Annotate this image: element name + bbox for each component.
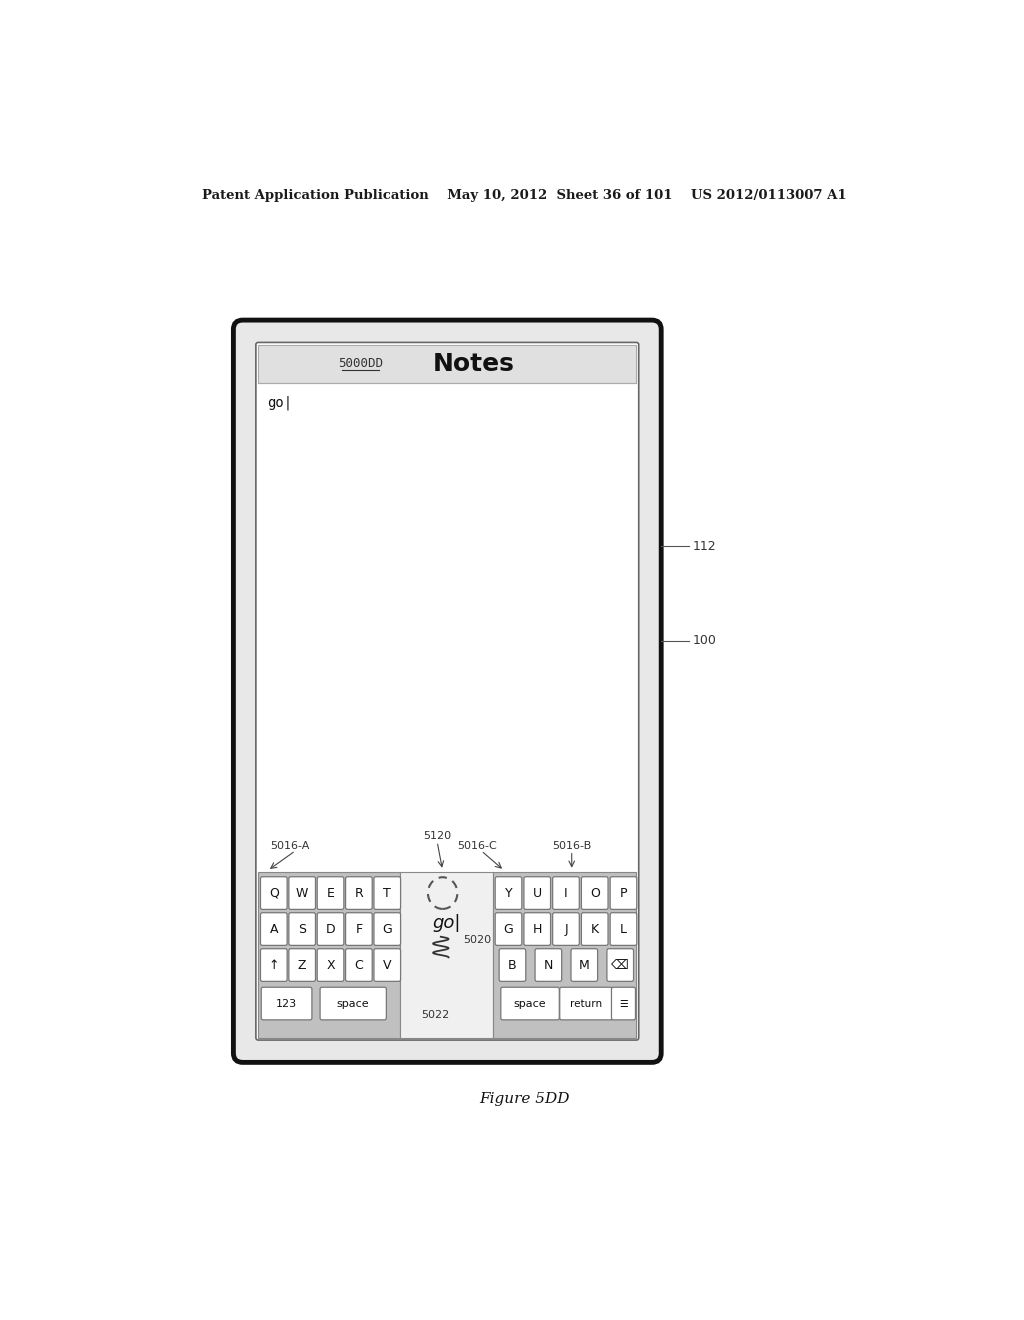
- Text: 5016-A: 5016-A: [269, 841, 309, 850]
- Text: T: T: [383, 887, 391, 899]
- Text: M: M: [579, 958, 590, 972]
- Text: E: E: [327, 887, 335, 899]
- Text: 5000DD: 5000DD: [338, 358, 383, 371]
- Text: V: V: [383, 958, 391, 972]
- FancyBboxPatch shape: [560, 987, 612, 1020]
- Text: Figure 5DD: Figure 5DD: [479, 1093, 570, 1106]
- Text: K: K: [591, 923, 599, 936]
- FancyBboxPatch shape: [233, 321, 662, 1063]
- Text: S: S: [298, 923, 306, 936]
- Bar: [493, 873, 636, 1038]
- FancyBboxPatch shape: [345, 949, 372, 981]
- Text: space: space: [337, 998, 370, 1008]
- Text: ↑: ↑: [268, 958, 280, 972]
- Text: A: A: [269, 923, 279, 936]
- FancyBboxPatch shape: [553, 876, 580, 909]
- FancyBboxPatch shape: [289, 912, 315, 945]
- FancyBboxPatch shape: [610, 912, 637, 945]
- FancyBboxPatch shape: [317, 949, 344, 981]
- Text: Y: Y: [505, 887, 512, 899]
- Text: W: W: [296, 887, 308, 899]
- Text: N: N: [544, 958, 553, 972]
- Text: ⌫: ⌫: [611, 958, 629, 972]
- Text: X: X: [327, 958, 335, 972]
- FancyBboxPatch shape: [501, 987, 559, 1020]
- Text: G: G: [382, 923, 392, 936]
- FancyBboxPatch shape: [607, 949, 634, 981]
- FancyBboxPatch shape: [345, 876, 372, 909]
- FancyBboxPatch shape: [499, 949, 525, 981]
- Text: 100: 100: [692, 634, 716, 647]
- FancyBboxPatch shape: [260, 949, 287, 981]
- Text: 5022: 5022: [421, 1010, 450, 1020]
- Text: Patent Application Publication    May 10, 2012  Sheet 36 of 101    US 2012/01130: Patent Application Publication May 10, 2…: [203, 189, 847, 202]
- FancyBboxPatch shape: [289, 949, 315, 981]
- Bar: [400, 873, 493, 1038]
- Text: B: B: [508, 958, 517, 972]
- Text: 5020: 5020: [464, 935, 492, 945]
- FancyBboxPatch shape: [321, 987, 386, 1020]
- Text: L: L: [620, 923, 627, 936]
- Bar: [258, 345, 636, 383]
- FancyBboxPatch shape: [582, 876, 608, 909]
- Text: return: return: [570, 998, 602, 1008]
- Text: H: H: [532, 923, 542, 936]
- Text: C: C: [354, 958, 364, 972]
- FancyBboxPatch shape: [536, 949, 562, 981]
- FancyBboxPatch shape: [524, 912, 551, 945]
- Text: G: G: [504, 923, 513, 936]
- Bar: [258, 873, 400, 1038]
- FancyBboxPatch shape: [496, 912, 522, 945]
- Text: Q: Q: [269, 887, 279, 899]
- FancyBboxPatch shape: [256, 342, 639, 1040]
- Text: 123: 123: [276, 998, 297, 1008]
- Text: R: R: [354, 887, 364, 899]
- Text: U: U: [532, 887, 542, 899]
- FancyBboxPatch shape: [260, 876, 287, 909]
- FancyBboxPatch shape: [571, 949, 598, 981]
- FancyBboxPatch shape: [611, 987, 636, 1020]
- Text: I: I: [564, 887, 567, 899]
- Text: 5120: 5120: [423, 832, 452, 841]
- Text: P: P: [620, 887, 628, 899]
- FancyBboxPatch shape: [345, 912, 372, 945]
- FancyBboxPatch shape: [289, 876, 315, 909]
- FancyBboxPatch shape: [374, 876, 400, 909]
- Text: go|: go|: [432, 913, 461, 932]
- Text: Z: Z: [298, 958, 306, 972]
- FancyBboxPatch shape: [374, 912, 400, 945]
- Text: D: D: [326, 923, 335, 936]
- FancyBboxPatch shape: [374, 949, 400, 981]
- FancyBboxPatch shape: [553, 912, 580, 945]
- FancyBboxPatch shape: [317, 876, 344, 909]
- Text: 5016-B: 5016-B: [552, 841, 591, 850]
- FancyBboxPatch shape: [261, 987, 312, 1020]
- Text: O: O: [590, 887, 600, 899]
- FancyBboxPatch shape: [260, 912, 287, 945]
- FancyBboxPatch shape: [610, 876, 637, 909]
- Text: J: J: [564, 923, 567, 936]
- FancyBboxPatch shape: [582, 912, 608, 945]
- Text: go|: go|: [267, 396, 293, 411]
- Text: ☰: ☰: [620, 998, 628, 1008]
- FancyBboxPatch shape: [524, 876, 551, 909]
- Text: 112: 112: [692, 540, 716, 553]
- Text: F: F: [355, 923, 362, 936]
- FancyBboxPatch shape: [317, 912, 344, 945]
- Text: 5016-C: 5016-C: [458, 841, 497, 850]
- Text: Notes: Notes: [433, 352, 515, 376]
- Text: space: space: [514, 998, 547, 1008]
- FancyBboxPatch shape: [496, 876, 522, 909]
